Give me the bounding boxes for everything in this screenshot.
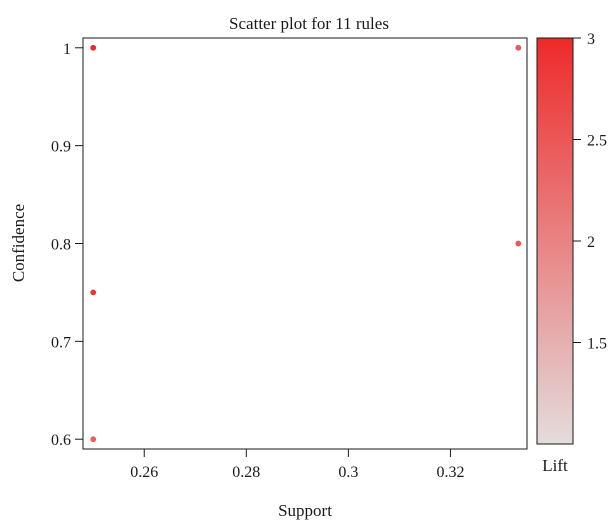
legend-tick-label: 2.5 xyxy=(587,133,607,150)
x-axis: 0.26 0.28 0.3 0.32 xyxy=(130,449,464,481)
y-tick-label: 0.6 xyxy=(51,432,71,449)
lift-legend-ticks: 1.5 2 2.5 3 xyxy=(573,31,607,353)
y-axis: 0.6 0.7 0.8 0.9 1 xyxy=(51,41,83,449)
lift-legend-label: Lift xyxy=(542,456,568,475)
x-tick-label: 0.32 xyxy=(436,464,464,481)
x-tick-label: 0.3 xyxy=(338,464,358,481)
data-point xyxy=(90,289,97,296)
data-points xyxy=(90,44,522,443)
lift-color-bar xyxy=(536,37,574,445)
y-tick-label: 0.9 xyxy=(51,139,71,156)
y-tick-label: 0.8 xyxy=(51,237,71,254)
x-axis-label: Support xyxy=(278,501,332,520)
chart-title: Scatter plot for 11 rules xyxy=(229,14,389,33)
data-point xyxy=(515,44,522,51)
x-tick-label: 0.28 xyxy=(232,464,260,481)
data-point xyxy=(90,44,97,51)
data-point xyxy=(515,240,522,247)
y-tick-label: 1 xyxy=(63,41,71,58)
lift-color-legend: 1.5 2 2.5 3 Lift xyxy=(536,31,607,475)
legend-tick-label: 3 xyxy=(587,31,595,48)
x-tick-label: 0.26 xyxy=(130,464,158,481)
data-point xyxy=(90,436,97,443)
plot-area xyxy=(82,37,528,450)
legend-tick-label: 1.5 xyxy=(587,336,607,353)
y-tick-label: 0.7 xyxy=(51,334,71,351)
y-axis-label: Confidence xyxy=(9,204,28,282)
legend-tick-label: 2 xyxy=(587,234,595,251)
